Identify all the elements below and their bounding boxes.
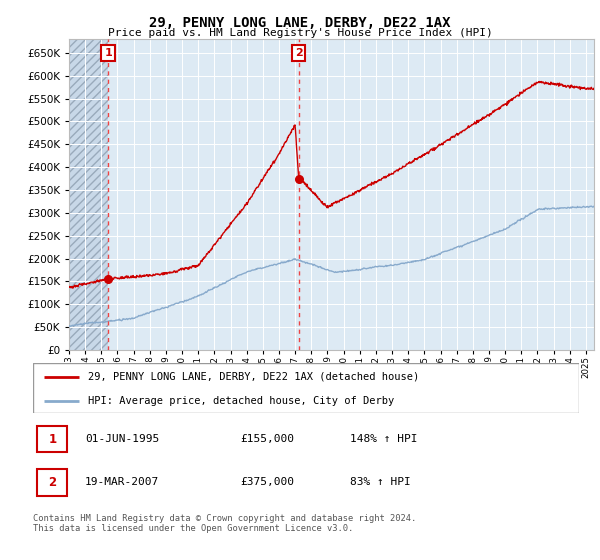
Text: £375,000: £375,000 — [241, 478, 295, 488]
Text: Price paid vs. HM Land Registry's House Price Index (HPI): Price paid vs. HM Land Registry's House … — [107, 28, 493, 38]
Bar — [69, 39, 108, 350]
Text: Contains HM Land Registry data © Crown copyright and database right 2024.
This d: Contains HM Land Registry data © Crown c… — [33, 514, 416, 534]
Text: 01-JUN-1995: 01-JUN-1995 — [85, 434, 159, 444]
Text: 1: 1 — [49, 432, 56, 446]
Bar — [37, 469, 67, 496]
Text: 2: 2 — [49, 476, 56, 489]
Text: 83% ↑ HPI: 83% ↑ HPI — [350, 478, 410, 488]
Text: HPI: Average price, detached house, City of Derby: HPI: Average price, detached house, City… — [88, 396, 394, 405]
Text: 2: 2 — [295, 48, 302, 58]
Text: 1: 1 — [104, 48, 112, 58]
Text: 29, PENNY LONG LANE, DERBY, DE22 1AX: 29, PENNY LONG LANE, DERBY, DE22 1AX — [149, 16, 451, 30]
Text: 19-MAR-2007: 19-MAR-2007 — [85, 478, 159, 488]
Text: £155,000: £155,000 — [241, 434, 295, 444]
Bar — [37, 426, 67, 452]
Text: 29, PENNY LONG LANE, DERBY, DE22 1AX (detached house): 29, PENNY LONG LANE, DERBY, DE22 1AX (de… — [88, 372, 419, 382]
Text: 148% ↑ HPI: 148% ↑ HPI — [350, 434, 417, 444]
